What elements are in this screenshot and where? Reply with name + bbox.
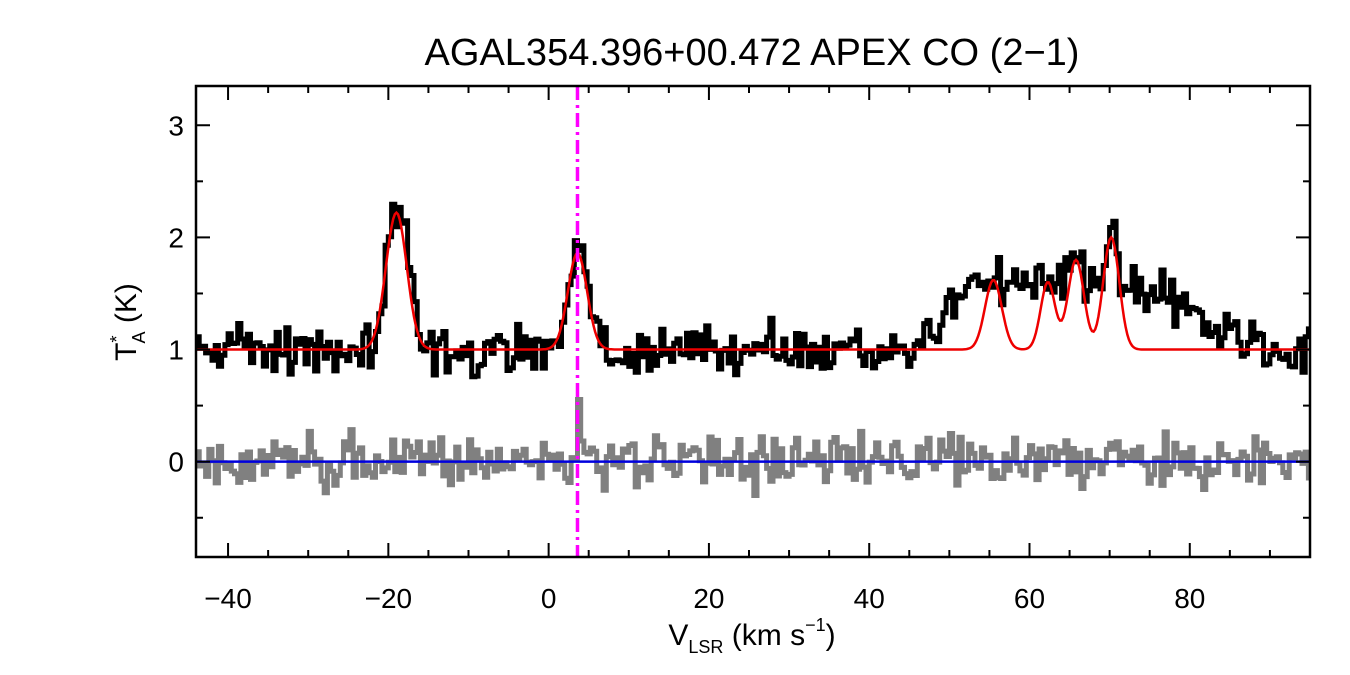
x-tick-label: 60 (1014, 583, 1045, 614)
y-tick-label: 0 (168, 447, 184, 478)
y-tick-label: 2 (168, 222, 184, 253)
x-axis-title: VLSR (km s−1) (668, 615, 835, 657)
x-tick-label: 80 (1174, 583, 1205, 614)
observed-spectrum (196, 201, 1311, 380)
y-tick-label: 3 (168, 110, 184, 141)
x-tick-label: 20 (693, 583, 724, 614)
y-axis-title: T* A (K) (107, 283, 149, 361)
y-tick-label: 1 (168, 335, 184, 366)
residual-spectrum (196, 397, 1311, 498)
gaussian-fit-line (196, 210, 1310, 351)
x-tick-label: −20 (365, 583, 413, 614)
x-tick-label: −40 (204, 583, 252, 614)
x-tick-label: 40 (854, 583, 885, 614)
x-tick-label: 0 (541, 583, 557, 614)
chart-title: AGAL354.396+00.472 APEX CO (2−1) (425, 32, 1080, 74)
plot-frame (194, 84, 1312, 559)
